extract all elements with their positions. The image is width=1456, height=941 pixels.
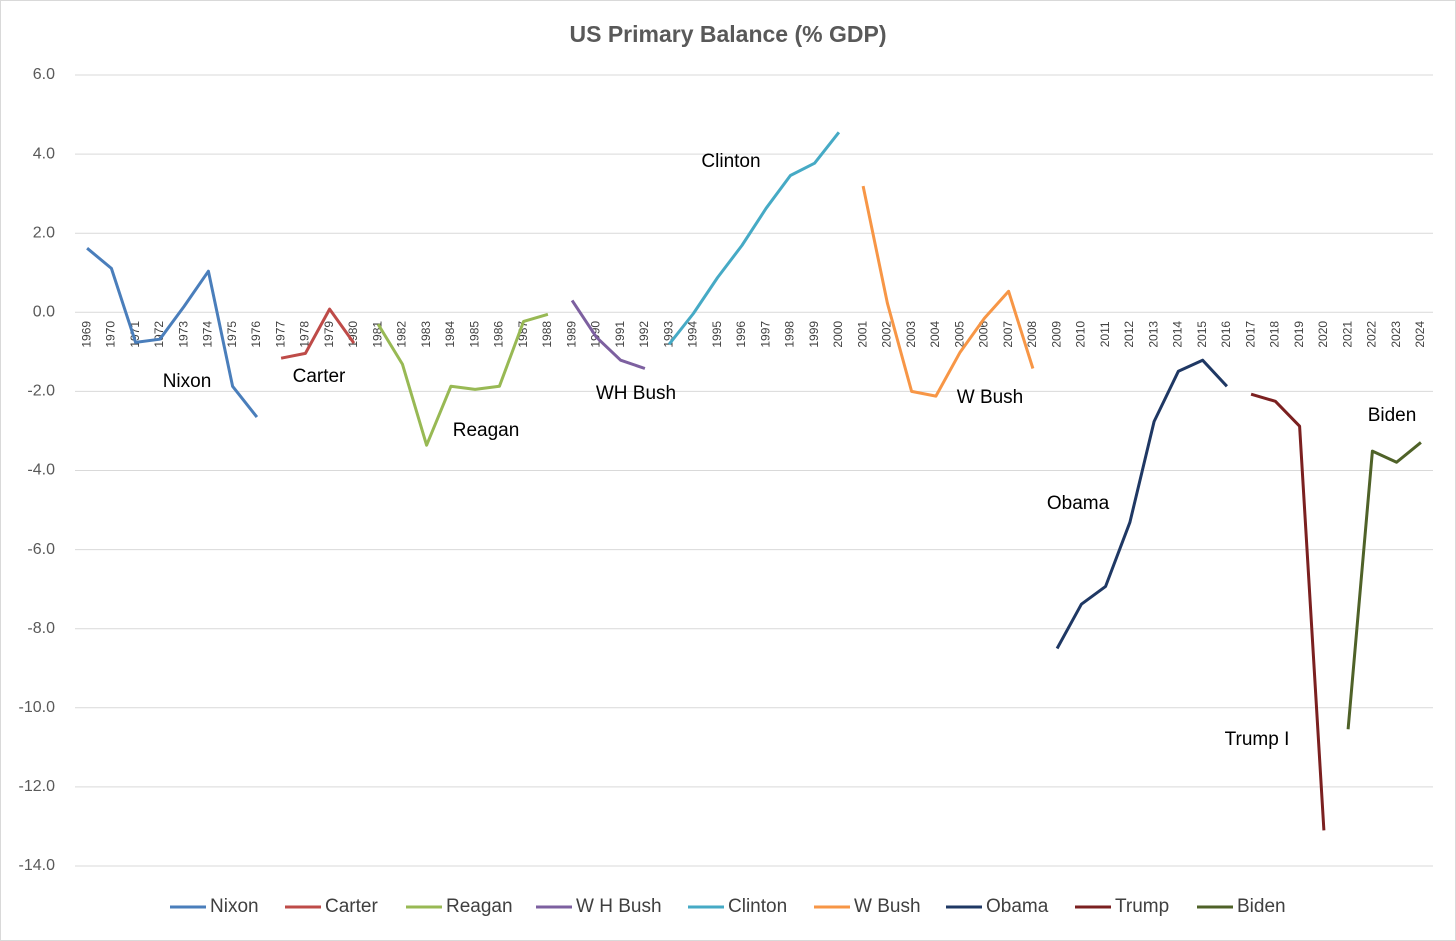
x-tick-label: 1994 [686,321,700,348]
x-tick-label: 1981 [370,321,384,348]
x-tick-label: 2005 [952,321,966,348]
x-tick-label: 1976 [249,321,263,348]
x-tick-label: 2001 [855,321,869,348]
y-tick-label: 4.0 [33,145,55,162]
series-line [861,185,1035,398]
x-tick-label: 2009 [1049,321,1063,348]
x-tick-label: 1999 [807,321,821,348]
x-tick-label: 1970 [104,321,118,348]
y-tick-label: -8.0 [27,620,55,637]
x-tick-label: 2011 [1098,321,1112,347]
annotation: Biden [1368,405,1417,426]
x-tick-label: 2006 [977,321,991,348]
y-tick-label: -6.0 [27,541,55,558]
x-tick-label: 2024 [1413,321,1427,348]
x-tick-label: 1978 [298,321,312,348]
x-tick-label: 1977 [273,321,287,348]
annotation: Reagan [453,420,520,441]
x-tick-label: 1973 [176,321,190,348]
y-tick-label: -2.0 [27,383,55,400]
x-tick-label: 2016 [1219,321,1233,348]
x-tick-label: 1989 [564,321,578,348]
series-line [1346,441,1422,730]
series-line [376,312,549,447]
x-tick-label: 2019 [1292,321,1306,348]
x-tick-label: 2017 [1243,321,1257,348]
legend-label: Reagan [446,896,513,917]
legend-label: Biden [1237,896,1286,917]
x-tick-label: 2015 [1195,321,1209,348]
x-tick-label: 2023 [1389,321,1403,348]
y-tick-label: -4.0 [27,462,55,479]
x-tick-label: 1969 [79,321,93,348]
x-tick-label: 1998 [783,321,797,348]
annotation: W Bush [957,387,1024,408]
x-tick-label: 2003 [904,321,918,348]
x-tick-label: 2007 [1001,321,1015,348]
x-tick-label: 1992 [637,321,651,348]
legend-label: W Bush [854,896,921,917]
y-tick-label: 6.0 [33,66,55,83]
annotation: WH Bush [596,383,676,404]
x-tick-label: 1984 [443,321,457,348]
x-tick-label: 1988 [540,321,554,348]
annotation: Clinton [701,151,760,172]
legend-label: Carter [325,896,378,917]
x-tick-label: 2020 [1316,321,1330,348]
x-tick-label: 1991 [613,321,627,348]
x-tick-label: 1974 [201,321,215,348]
x-tick-label: 2013 [1146,321,1160,348]
y-tick-label: -14.0 [19,857,56,874]
series-line [280,307,356,360]
legend-label: W H Bush [576,896,662,917]
legend-label: Obama [986,896,1049,917]
series-line [1250,392,1326,831]
legend-label: Trump [1115,896,1169,917]
y-tick-label: -10.0 [19,699,56,716]
chart-title: US Primary Balance (% GDP) [569,21,886,47]
x-tick-label: 1980 [346,321,360,348]
x-tick-label: 2010 [1074,321,1088,348]
x-tick-label: 1996 [734,321,748,348]
x-tick-label: 1975 [225,321,239,348]
annotation: Obama [1047,493,1110,514]
x-tick-label: 1979 [322,321,336,348]
x-tick-label: 2014 [1171,321,1185,348]
x-tick-label: 1997 [758,321,772,348]
legend-label: Nixon [210,896,259,917]
legend-label: Clinton [728,896,787,917]
x-tick-label: 2021 [1340,321,1354,348]
x-tick-label: 1986 [492,321,506,348]
x-tick-label: 1987 [516,321,530,348]
series-line [1055,358,1228,650]
x-tick-label: 1982 [395,321,409,348]
series-line [667,131,841,346]
series-line [86,247,259,419]
y-tick-label: 2.0 [33,224,55,241]
y-tick-label: -12.0 [19,778,56,795]
x-tick-label: 2012 [1122,321,1136,348]
x-tick-label: 1983 [419,321,433,348]
annotation: Trump I [1225,729,1290,750]
x-tick-label: 1985 [467,321,481,348]
series-line [570,299,646,370]
y-tick-label: 0.0 [33,304,55,321]
x-tick-label: 2018 [1268,321,1282,348]
x-tick-label: 2008 [1025,321,1039,348]
annotation: Nixon [163,371,212,392]
x-tick-label: 1995 [710,321,724,348]
x-tick-label: 2022 [1365,321,1379,348]
x-tick-label: 2002 [880,321,894,348]
x-tick-label: 2004 [928,321,942,348]
x-tick-label: 2000 [831,321,845,348]
annotation: Carter [293,366,346,387]
